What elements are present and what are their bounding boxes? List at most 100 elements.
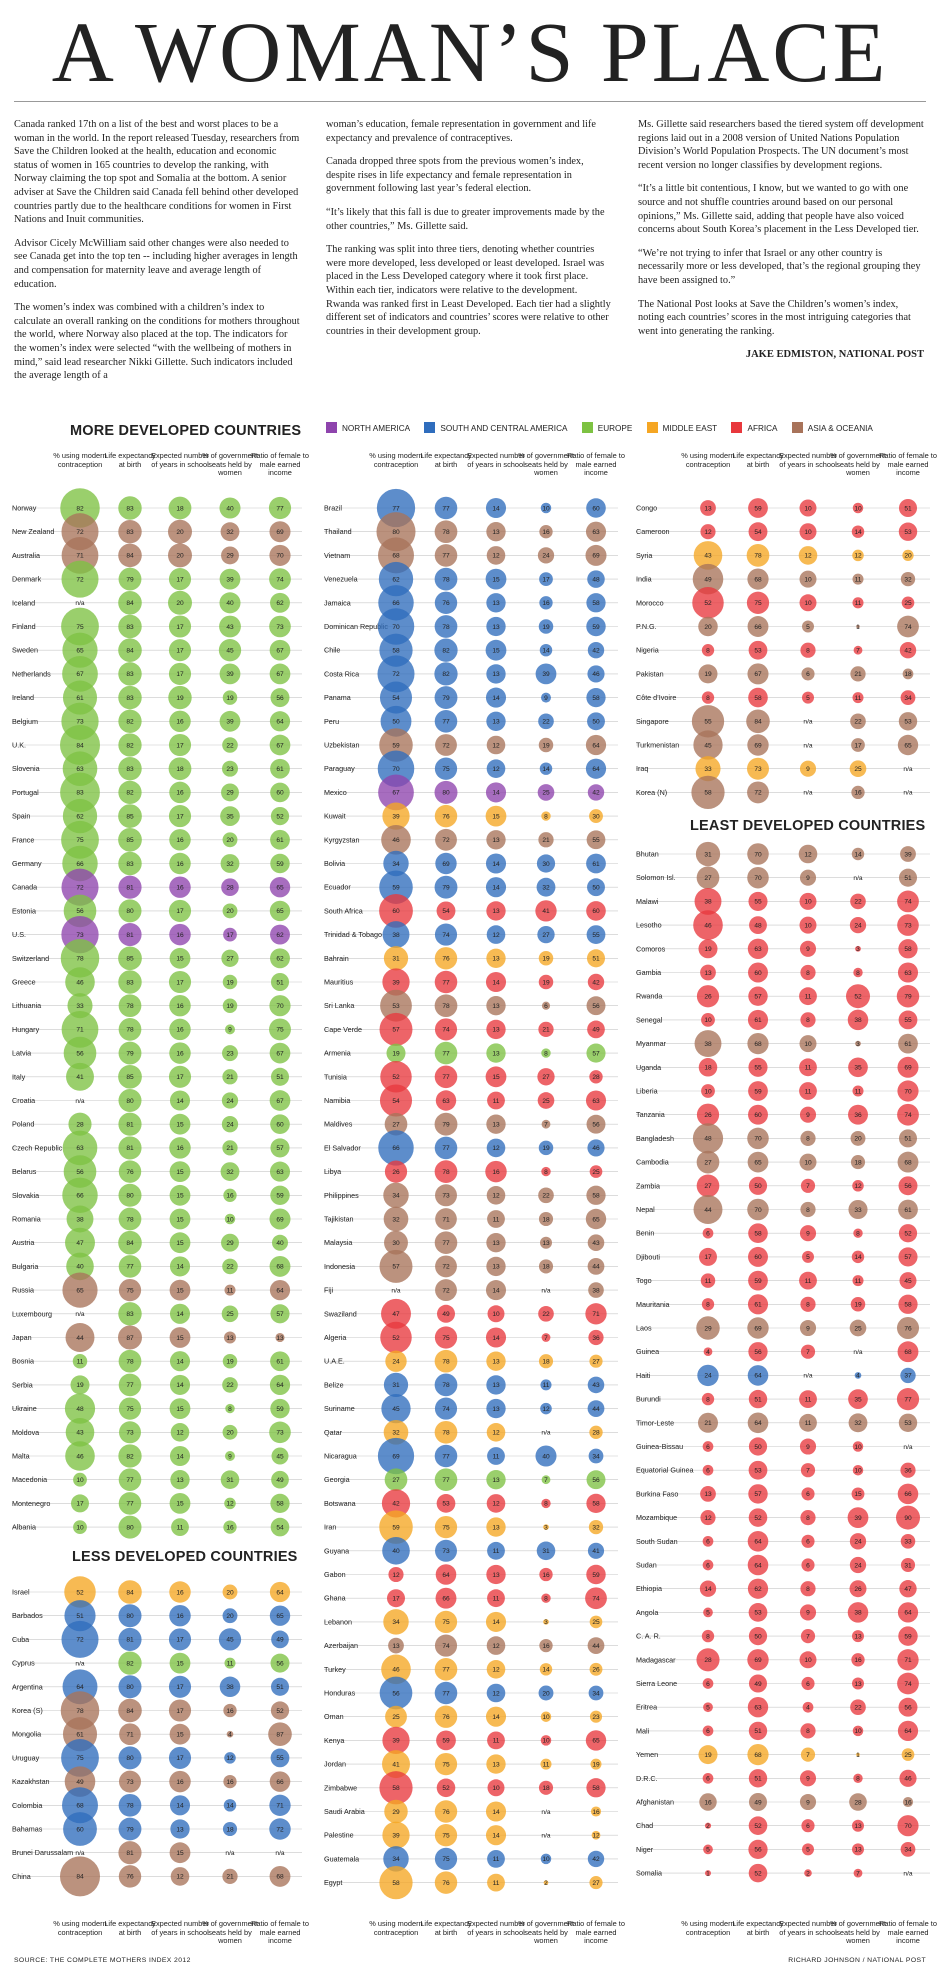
value-label: 17 [176, 648, 184, 655]
value-bubble [747, 616, 769, 637]
value-label: 67 [276, 1098, 284, 1105]
value-label: 59 [754, 1278, 762, 1285]
column-header: Life expectancy at birth [420, 451, 472, 469]
legend-swatch [646, 422, 658, 433]
value-label: 18 [704, 1065, 712, 1072]
value-label: 12 [854, 1183, 862, 1190]
value-bubble [799, 1604, 817, 1621]
title-rule [14, 101, 926, 102]
value-label: 49 [276, 1477, 284, 1484]
value-label: 65 [592, 1738, 600, 1745]
country-label: Haiti [636, 1371, 651, 1380]
value-bubble [434, 757, 458, 780]
value-bubble [169, 1113, 191, 1135]
value-bubble [543, 1619, 549, 1625]
value-label: 56 [904, 1183, 912, 1190]
value-bubble [586, 996, 606, 1016]
value-bubble [485, 1825, 507, 1846]
value-bubble [853, 645, 863, 655]
value-bubble [436, 901, 456, 921]
value-bubble [222, 690, 238, 705]
value-label: 9 [806, 1776, 810, 1783]
value-bubble [222, 1140, 238, 1156]
value-bubble [486, 1256, 506, 1277]
value-label: 17 [854, 742, 862, 749]
value-label: 30 [542, 861, 550, 868]
country-label: Austria [12, 1238, 34, 1247]
value-bubble [849, 1533, 867, 1550]
value-label: 13 [492, 529, 500, 536]
value-bubble [586, 925, 606, 944]
value-bubble [269, 877, 291, 898]
value-bubble [118, 1349, 142, 1373]
country-label: Bhutan [636, 850, 659, 859]
country-label: Equatorial Guinea [636, 1466, 694, 1475]
value-label: 16 [492, 1169, 500, 1176]
value-label: 46 [704, 922, 712, 929]
value-bubble [702, 1678, 714, 1689]
value-bubble [897, 1720, 919, 1742]
value-label: 17 [176, 1637, 184, 1644]
value-label: 85 [126, 956, 134, 963]
value-bubble [487, 1210, 505, 1228]
value-bubble [748, 1792, 768, 1812]
value-bubble [118, 543, 142, 568]
value-bubble [747, 663, 769, 685]
value-label: 9 [806, 946, 810, 953]
value-label: 32 [392, 1216, 400, 1223]
value-bubble [898, 1294, 918, 1314]
value-bubble [747, 1151, 769, 1173]
value-bubble [118, 756, 142, 781]
value-bubble [381, 1393, 411, 1424]
value-bubble [118, 804, 142, 828]
value-bubble [748, 1057, 768, 1077]
value-bubble [269, 1374, 291, 1396]
value-bubble [748, 1839, 768, 1860]
value-bubble [63, 1036, 97, 1070]
value-label: 31 [226, 1477, 234, 1484]
value-label: 59 [754, 505, 762, 512]
value-bubble [485, 782, 507, 803]
intro-paragraph: The women’s index was combined with a ch… [14, 302, 300, 382]
value-label: 34 [904, 1847, 912, 1854]
value-bubble [799, 1390, 817, 1408]
value-bubble [850, 1130, 866, 1146]
value-label: 10 [804, 899, 812, 906]
value-bubble [748, 522, 768, 542]
value-bubble [800, 1296, 816, 1312]
value-bubble [485, 853, 507, 874]
value-label: 74 [904, 1112, 912, 1119]
value-bubble [169, 710, 191, 733]
legend-item: EUROPE [581, 422, 632, 433]
value-bubble [62, 1177, 98, 1214]
value-label: 51 [76, 1613, 84, 1620]
column-header: % using modern contraception [681, 1919, 735, 1937]
value-label: 82 [126, 1453, 134, 1460]
value-label: 72 [754, 790, 762, 797]
value-bubble [169, 1232, 191, 1254]
column-header: Life expectancy at birth [104, 1919, 156, 1937]
intro-paragraph: The ranking was split into three tiers, … [326, 244, 611, 337]
country-label: Burundi [636, 1395, 661, 1404]
value-label: 14 [176, 1382, 184, 1389]
value-label: 10 [804, 1159, 812, 1166]
value-bubble [702, 1441, 714, 1452]
value-label: 84 [126, 600, 134, 607]
value-label: 52 [442, 1785, 450, 1792]
value-label: 45 [704, 742, 712, 749]
value-bubble [169, 1090, 191, 1111]
country-label: Chad [636, 1821, 653, 1830]
value-bubble [169, 1303, 191, 1324]
value-label: 17 [392, 1596, 400, 1603]
value-bubble [168, 1699, 192, 1722]
value-label: 18 [542, 1785, 550, 1792]
value-bubble [223, 1799, 237, 1812]
value-bubble [169, 1652, 191, 1674]
value-bubble [897, 1103, 919, 1126]
value-label: 43 [704, 553, 712, 560]
value-bubble [269, 1771, 291, 1792]
value-label: 68 [276, 1264, 284, 1271]
value-bubble [61, 868, 99, 906]
value-bubble [850, 1297, 866, 1312]
value-bubble [221, 949, 239, 967]
